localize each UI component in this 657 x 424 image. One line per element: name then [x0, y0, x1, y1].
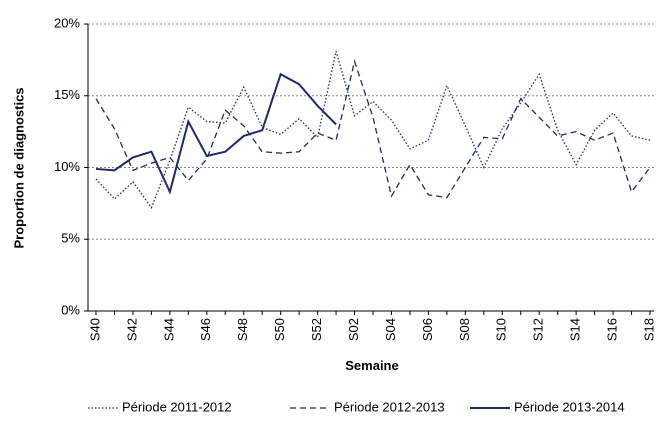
x-tick-label: S44 — [161, 318, 176, 341]
x-tick-label: S14 — [568, 318, 583, 341]
legend-label: Période 2013-2014 — [514, 399, 625, 414]
y-tick-label: 10% — [54, 159, 80, 174]
x-tick-label: S10 — [494, 318, 509, 341]
y-tick-label: 0% — [61, 302, 80, 317]
legend-label: Période 2011-2012 — [122, 399, 232, 414]
x-tick-label: S46 — [198, 318, 213, 341]
x-tick-label: S42 — [124, 318, 139, 341]
x-tick-label: S18 — [641, 318, 656, 341]
x-tick-label: S04 — [383, 318, 398, 341]
x-tick-label: S06 — [420, 318, 435, 341]
y-tick-label: 15% — [54, 87, 80, 102]
x-axis-label: Semaine — [345, 358, 398, 373]
x-tick-label: S50 — [272, 318, 287, 341]
x-tick-label: S48 — [235, 318, 250, 341]
y-tick-label: 5% — [61, 231, 80, 246]
series-line — [95, 51, 651, 210]
y-tick-label: 20% — [54, 15, 80, 30]
x-tick-label: S12 — [531, 318, 546, 341]
y-axis-label: Proportion de diagnostics — [11, 87, 26, 248]
x-tick-label: S40 — [87, 318, 102, 341]
legend-label: Période 2012-2013 — [334, 399, 445, 414]
x-tick-label: S02 — [346, 318, 361, 341]
x-tick-label: S08 — [457, 318, 472, 341]
x-tick-label: S52 — [309, 318, 324, 341]
series-line — [95, 72, 337, 195]
x-tick-label: S16 — [605, 318, 620, 341]
series-line — [95, 58, 651, 199]
